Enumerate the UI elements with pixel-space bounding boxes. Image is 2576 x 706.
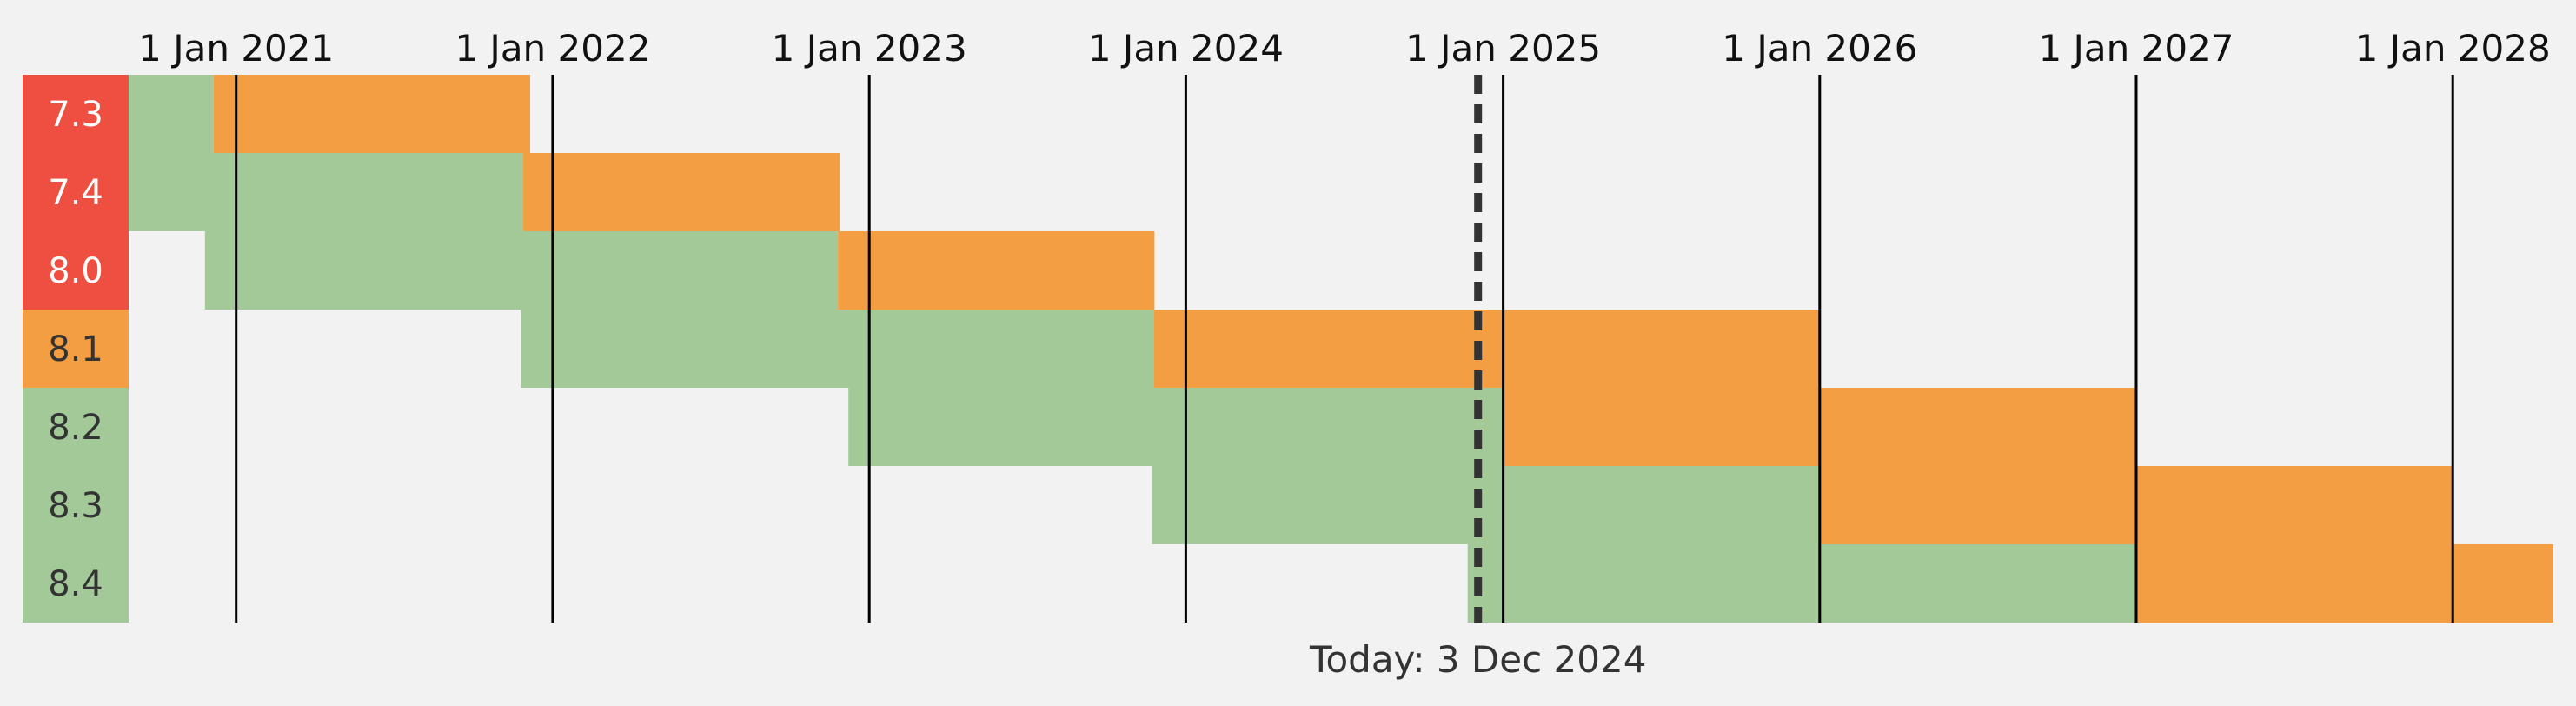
year-tick-labels: 1 Jan 2021 1 Jan 2022 1 Jan 2023 1 Jan 2024… xyxy=(138,27,2551,70)
version-label-box-8-4 xyxy=(23,544,129,623)
tick-label-2028: 1 Jan 2028 xyxy=(2355,27,2551,70)
active-support-bar-8-2 xyxy=(848,388,1503,466)
version-label-8-3: 8.3 xyxy=(48,486,103,526)
today-label: Today: 3 Dec 2024 xyxy=(1309,638,1647,681)
version-label-box-8-2 xyxy=(23,388,129,466)
tick-label-2026: 1 Jan 2026 xyxy=(1722,27,1917,70)
security-support-bar-8-1 xyxy=(1153,310,1819,388)
tick-label-2021: 1 Jan 2021 xyxy=(138,27,334,70)
version-labels: 7.3 7.4 8.0 8.1 8.2 8.3 8.4 xyxy=(23,75,129,623)
version-label-8-2: 8.2 xyxy=(48,408,103,448)
version-label-box-7-3 xyxy=(23,75,129,153)
version-label-box-8-0 xyxy=(23,231,129,310)
year-gridlines xyxy=(235,75,2454,623)
version-label-box-8-3 xyxy=(23,466,129,544)
security-support-bar-7-4 xyxy=(523,153,840,231)
version-label-8-0: 8.0 xyxy=(48,251,103,291)
active-support-bar-7-3 xyxy=(127,75,214,153)
tick-label-2027: 1 Jan 2027 xyxy=(2038,27,2234,70)
tick-label-2025: 1 Jan 2025 xyxy=(1405,27,1601,70)
version-label-7-4: 7.4 xyxy=(48,173,103,213)
security-support-bar-8-4 xyxy=(2135,544,2553,623)
active-support-bar-8-0 xyxy=(204,231,839,310)
active-support-bar-7-4 xyxy=(127,153,523,231)
active-support-bar-8-3 xyxy=(1152,466,1819,544)
active-support-bar-8-1 xyxy=(521,310,1154,388)
version-label-8-4: 8.4 xyxy=(48,564,103,604)
active-support-bar-8-4 xyxy=(1467,544,2135,623)
tick-label-2023: 1 Jan 2023 xyxy=(772,27,967,70)
version-label-box-8-1 xyxy=(23,310,129,388)
security-support-bar-7-3 xyxy=(213,75,531,153)
tick-label-2022: 1 Jan 2022 xyxy=(455,27,650,70)
version-label-8-1: 8.1 xyxy=(48,330,103,370)
security-support-bar-8-0 xyxy=(838,231,1155,310)
version-label-box-7-4 xyxy=(23,153,129,231)
tick-label-2024: 1 Jan 2024 xyxy=(1088,27,1284,70)
version-label-7-3: 7.3 xyxy=(48,95,103,135)
